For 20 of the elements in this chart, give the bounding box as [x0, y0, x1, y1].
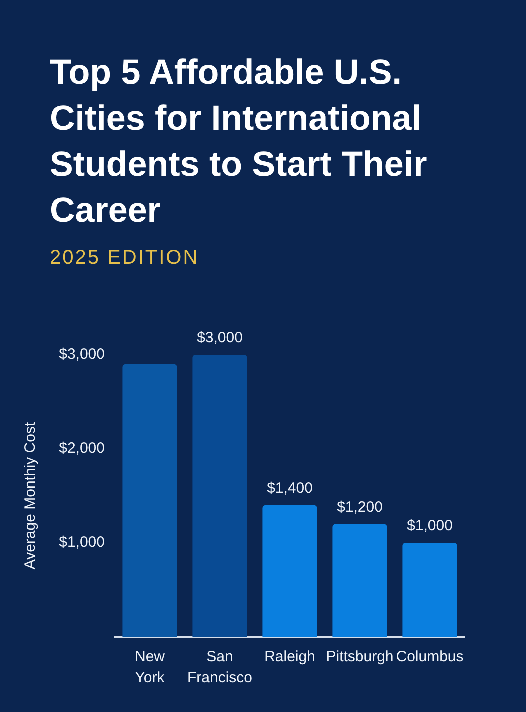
x-tick-label: Pittsburgh: [326, 648, 394, 666]
x-tick-label: Columbus: [396, 648, 464, 666]
x-tick-label: New York: [134, 648, 166, 687]
y-tick-label: $2,000: [59, 440, 105, 458]
y-axis-title: Average Monthiy Cost: [22, 422, 40, 570]
bar: [402, 543, 458, 637]
chart-subtitle: 2025 EDITION: [50, 246, 200, 271]
y-tick-label: $1,000: [59, 534, 105, 552]
data-label: $3,000: [197, 330, 243, 347]
bar: [192, 355, 248, 637]
x-tick-label: Raleigh: [264, 648, 316, 666]
data-label: $1,000: [407, 518, 453, 535]
data-label: $1,400: [267, 480, 313, 498]
y-tick-label: $3,000: [59, 346, 105, 364]
chart-title: Top 5 Affordable U.S. Cities for International Students to Start Their Career: [50, 52, 428, 232]
bar: [122, 364, 178, 637]
bar: [262, 505, 318, 637]
x-tick-label: San Francisco: [187, 648, 253, 687]
bar: [332, 524, 388, 637]
data-label: $1,200: [337, 498, 383, 516]
